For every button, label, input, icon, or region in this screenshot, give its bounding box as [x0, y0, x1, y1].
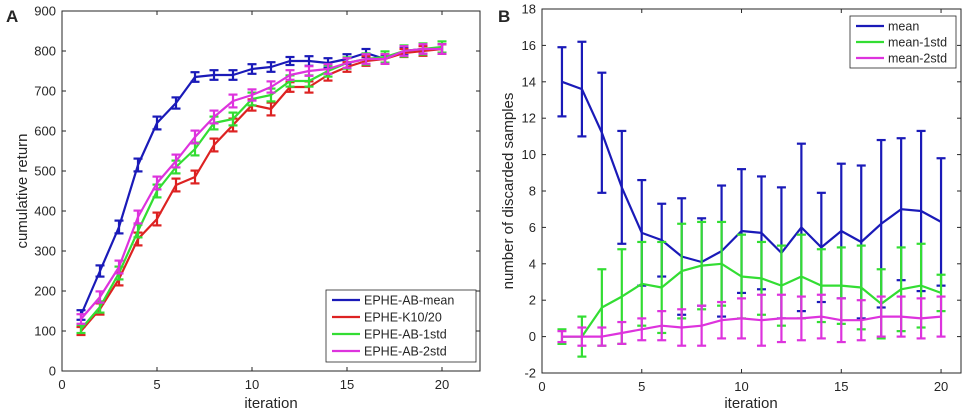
x-tick-label: 10	[245, 377, 259, 392]
y-tick-label: 500	[34, 164, 56, 179]
series-line	[562, 262, 942, 338]
panel-a-label: A	[6, 7, 18, 26]
series-line	[562, 315, 942, 338]
panel-a-xlabel: iteration	[244, 395, 297, 412]
x-tick-label: 5	[638, 379, 645, 394]
x-tick-label: 20	[934, 379, 948, 394]
series-EPHE-AB-2std	[76, 43, 447, 325]
panel-a-legend: EPHE-AB-mean EPHE-K10/20 EPHE-AB-1std EPHE-…	[325, 289, 477, 363]
x-tick-label: 0	[58, 377, 65, 392]
panel-b-ylabel: number of discarded samples	[500, 93, 517, 290]
x-tick-label: 15	[834, 379, 848, 394]
series-line	[80, 47, 442, 320]
x-tick-label: 10	[734, 379, 748, 394]
y-tick-label: 2	[529, 293, 536, 308]
y-tick-label: 14	[522, 74, 536, 89]
x-tick-label: 5	[153, 377, 160, 392]
y-tick-label: 700	[34, 84, 56, 99]
y-tick-label: 8	[529, 184, 536, 199]
legend-entry: mean-2std	[888, 52, 947, 66]
legend-entry: EPHE-K10/20	[364, 311, 442, 325]
x-tick-label: 15	[340, 377, 354, 392]
legend-entry: mean-1std	[888, 36, 947, 50]
y-tick-label: 0	[49, 364, 56, 379]
legend-entry: EPHE-AB-mean	[364, 294, 454, 308]
y-tick-label: 10	[522, 147, 536, 162]
y-tick-label: 4	[529, 256, 536, 271]
y-tick-label: 18	[522, 2, 536, 17]
y-tick-label: 300	[34, 244, 56, 259]
y-tick-label: 600	[34, 124, 56, 139]
series-line	[80, 45, 443, 330]
series-mean-1std	[557, 220, 946, 358]
panel-b-label: B	[498, 7, 510, 26]
panel-a-ylabel: cumulative return	[14, 133, 31, 248]
y-tick-label: 200	[34, 284, 56, 299]
y-tick-label: 16	[522, 38, 536, 53]
series-line	[79, 47, 442, 316]
x-tick-label: 0	[538, 379, 545, 394]
panel-b-legend: mean mean-1std mean-2std	[849, 15, 957, 69]
y-tick-label: -2	[524, 366, 536, 381]
series-mean-2std	[557, 293, 946, 347]
y-tick-label: 0	[529, 329, 536, 344]
legend-entry: mean	[888, 20, 919, 34]
panel-b-xlabel: iteration	[724, 395, 777, 412]
legend-entry: EPHE-AB-1std	[364, 328, 447, 342]
y-tick-label: 12	[522, 111, 536, 126]
panel-a-axes-box	[61, 10, 481, 372]
y-tick-label: 6	[529, 220, 536, 235]
y-tick-label: 400	[34, 204, 56, 219]
legend-entry: EPHE-AB-2std	[364, 345, 447, 359]
series-EPHE-AB-mean	[76, 43, 447, 321]
y-tick-label: 800	[34, 44, 56, 59]
y-tick-label: 100	[34, 324, 56, 339]
y-tick-label: 900	[34, 4, 56, 19]
series-line	[561, 80, 942, 264]
x-tick-label: 20	[435, 377, 449, 392]
